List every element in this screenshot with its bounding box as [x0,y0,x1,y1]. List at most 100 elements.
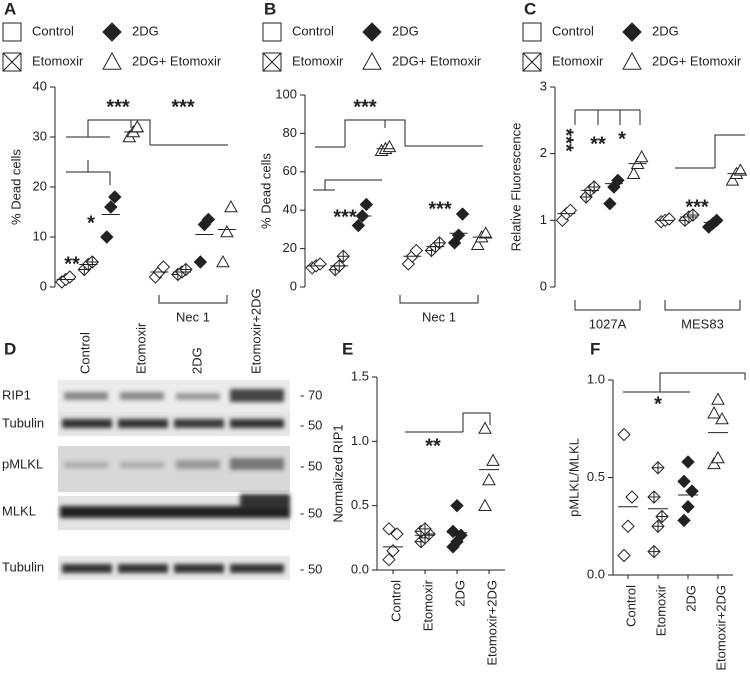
point [651,519,665,533]
marker-shape [224,199,238,213]
marker-shape [625,490,639,504]
point [220,224,234,238]
y-tick-label: 20 [283,240,297,255]
point [156,260,171,274]
y-axis-label: % Dead cells [258,153,273,229]
point [655,509,669,524]
marker-shape [621,519,635,533]
marker-cross [686,209,699,221]
row-label: MLKL [2,503,36,518]
x-tick-label: Etomoxir [420,579,435,631]
marker-shape [622,51,642,70]
mw-marker: - 50 [300,458,322,473]
point [382,552,396,567]
group-label: Nec 1 [422,309,456,324]
marker-shape [486,453,500,466]
legend-label: Etomoxir [292,53,344,68]
row-label: RIP1 [2,387,31,402]
point [382,522,396,536]
marker-shape [707,406,721,419]
annotation: *** [106,96,130,118]
blot-panel: D [4,339,290,580]
y-tick-label: 1 [540,212,547,227]
annotation: *** [428,198,452,220]
mw-marker: - 70 [300,387,322,402]
marker-shape [681,500,695,514]
y-axis-label: pMLKL/MLKL [566,438,581,517]
marker-shape [450,498,464,513]
y-tick-label: 0.0 [351,561,369,576]
point [625,490,639,504]
mw-marker: - 50 [300,505,322,520]
panel-label: E [342,339,353,358]
annotation: * [654,393,662,415]
y-tick-label: 60 [283,163,297,178]
bracket [158,295,228,304]
marker-shape [216,254,230,268]
panel-label: F [590,339,600,358]
legend-marker [622,51,642,70]
chart-panel: B 0 20 40 60 80 100 % Dead cells Control Etomoxir… [258,0,493,324]
marker-shape [725,173,740,186]
bracket [714,134,745,168]
legend-label: 2DG+ Etomoxir [652,53,742,68]
point [634,149,649,163]
y-axis-label: % Dead cells [8,149,23,225]
x-tick-label: 2DG [683,585,698,612]
marker-cross [262,52,282,72]
point [201,212,216,227]
x-tick-label: Etomoxir [653,584,668,636]
y-tick-label: 30 [33,128,47,143]
legend-label: 2DG+ Etomoxir [132,53,222,68]
point [686,208,700,222]
point [677,474,691,489]
legend-marker [522,52,542,72]
legend-label: Etomoxir [552,53,604,68]
point [711,392,725,405]
point [104,200,118,214]
marker-cross [652,461,664,474]
y-tick-label: 0 [290,278,297,293]
point [478,226,493,239]
legend-label: 2DG [392,23,419,38]
point [486,453,500,466]
point [478,421,492,434]
point [662,212,676,226]
marker-shape [733,163,748,176]
marker-shape [455,207,470,221]
point [677,513,691,528]
marker-shape [478,226,493,239]
y-tick-label: 2 [540,145,547,160]
point [651,461,665,475]
marker-cross [522,52,542,72]
marker-shape [201,212,216,227]
point [482,472,496,486]
marker-shape [102,51,122,70]
annotation: ** [590,133,606,155]
marker-shape [156,260,171,274]
y-tick-label: 100 [275,86,297,101]
y-tick-label: 80 [283,125,297,140]
point [709,213,724,228]
marker-shape [626,166,641,179]
point [630,156,645,169]
x-tick-label: Control [388,580,403,622]
marker-shape [522,22,542,42]
marker-shape [104,200,118,214]
mw-marker: - 50 [300,417,322,432]
point [725,173,740,186]
row-label: pMLKL [2,456,43,471]
lane-label: 2DG [189,347,204,374]
y-tick-label: 40 [283,202,297,217]
group-label: 1027A [589,316,627,331]
panel-label: C [524,0,536,18]
legend-label: Control [552,23,594,38]
marker-cross [648,491,660,503]
point [386,543,400,558]
bracket [344,119,386,147]
panel-label: B [264,0,276,18]
point [707,406,721,419]
legend-marker [262,22,282,42]
annotation: *** [555,128,577,152]
group-label: MES83 [681,316,724,331]
